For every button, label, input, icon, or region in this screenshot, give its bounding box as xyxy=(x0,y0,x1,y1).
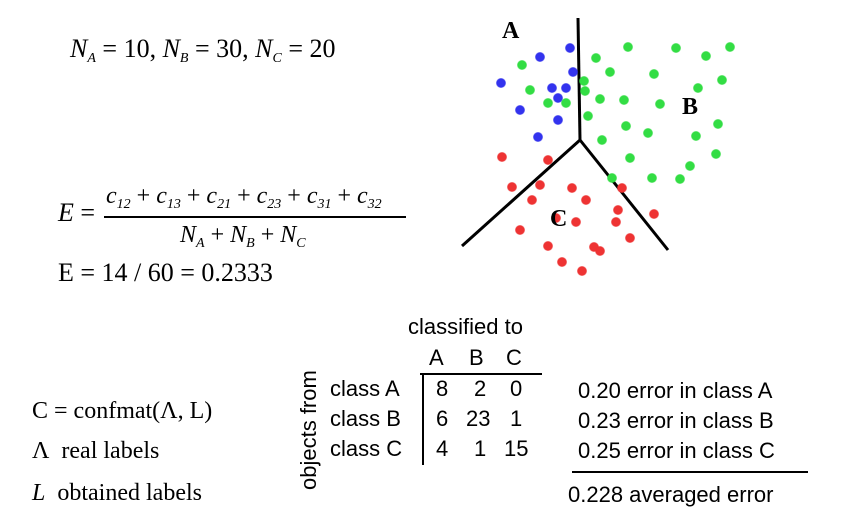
error-lhs: E = xyxy=(58,198,96,227)
boundary-ab xyxy=(576,17,582,141)
point-class-b xyxy=(647,173,657,183)
point-class-b xyxy=(625,153,635,163)
obtained-labels-definition: L obtained labels xyxy=(32,480,202,506)
point-class-b xyxy=(517,60,527,70)
cell-c-a: 4 xyxy=(436,436,449,461)
point-class-c xyxy=(649,209,659,219)
point-class-c xyxy=(507,182,517,192)
boundary-bc xyxy=(578,139,670,251)
region-label-a: A xyxy=(502,18,520,44)
point-class-b xyxy=(693,83,703,93)
row-label-class-c: class C xyxy=(330,436,403,461)
point-class-c xyxy=(567,183,577,193)
point-class-b xyxy=(643,128,653,138)
point-class-b xyxy=(691,131,701,141)
side-label: objects from xyxy=(296,370,321,490)
point-class-c xyxy=(611,217,621,227)
classified-to-header: classified to xyxy=(408,314,523,339)
point-class-b xyxy=(671,43,681,53)
point-class-b xyxy=(605,67,615,77)
point-class-a xyxy=(535,52,545,62)
region-label-c: C xyxy=(550,206,567,232)
cell-a-b: 2 xyxy=(474,376,487,401)
point-class-a xyxy=(553,93,563,103)
point-class-b xyxy=(725,42,735,52)
point-class-a xyxy=(553,115,563,125)
cell-a-c: 0 xyxy=(510,376,523,401)
error-class-c: 0.25 error in class C xyxy=(578,438,775,463)
point-class-b xyxy=(685,161,695,171)
error-numerator: c12 + c13 + c21 + c23 + c31 + c32 xyxy=(106,183,382,212)
point-class-c xyxy=(613,205,623,215)
row-label-class-a: class A xyxy=(330,376,400,401)
point-class-a xyxy=(533,132,543,142)
point-class-b xyxy=(595,94,605,104)
cell-b-b: 23 xyxy=(466,406,491,431)
point-class-b xyxy=(597,135,607,145)
cell-c-b: 1 xyxy=(474,436,487,461)
real-labels-definition: Λ real labels xyxy=(32,438,160,464)
point-class-c xyxy=(595,246,605,256)
averaged-error: 0.228 averaged error xyxy=(568,482,774,507)
row-label-rule xyxy=(422,373,424,465)
point-class-c xyxy=(543,241,553,251)
point-class-c xyxy=(543,155,553,165)
sum-rule xyxy=(572,471,808,473)
column-header-a: A xyxy=(429,345,444,370)
column-header-c: C xyxy=(506,345,522,370)
point-class-c xyxy=(535,180,545,190)
error-class-b: 0.23 error in class B xyxy=(578,408,774,433)
point-class-c xyxy=(551,213,561,223)
cell-b-a: 6 xyxy=(436,406,449,431)
point-class-b xyxy=(525,85,535,95)
point-class-b xyxy=(591,53,601,63)
point-class-b xyxy=(649,69,659,79)
cell-b-c: 1 xyxy=(510,406,523,431)
point-class-c xyxy=(571,217,581,227)
confmat-definition: C = confmat(Λ, L) xyxy=(32,398,213,424)
point-class-b xyxy=(675,174,685,184)
region-label-b: B xyxy=(682,94,698,120)
point-class-b xyxy=(543,98,553,108)
boundary-ac xyxy=(460,138,582,248)
point-class-b xyxy=(561,98,571,108)
point-class-a xyxy=(496,78,506,88)
counts-equation: NA = 10, NB = 30, NC = 20 xyxy=(70,34,336,66)
point-class-b xyxy=(580,86,590,96)
error-class-a: 0.20 error in class A xyxy=(578,378,773,403)
point-class-b xyxy=(717,75,727,85)
point-class-a xyxy=(568,67,578,77)
cell-c-c: 15 xyxy=(504,436,529,461)
point-class-b xyxy=(713,119,723,129)
point-class-a xyxy=(547,83,557,93)
point-class-c xyxy=(515,225,525,235)
point-class-b xyxy=(623,42,633,52)
point-class-c xyxy=(557,257,567,267)
point-class-c xyxy=(581,195,591,205)
point-class-a xyxy=(565,43,575,53)
point-class-b xyxy=(607,173,617,183)
column-header-b: B xyxy=(469,345,484,370)
point-class-b xyxy=(655,99,665,109)
point-class-b xyxy=(583,111,593,121)
row-label-class-b: class B xyxy=(330,406,401,431)
fraction-bar xyxy=(104,216,406,218)
point-class-c xyxy=(527,195,537,205)
error-denominator: NA + NB + NC xyxy=(180,222,306,251)
error-value: E = 14 / 60 = 0.2333 xyxy=(58,258,273,287)
point-class-b xyxy=(701,51,711,61)
point-class-c xyxy=(497,152,507,162)
point-class-b xyxy=(621,121,631,131)
point-class-a xyxy=(515,105,525,115)
point-class-c xyxy=(617,183,627,193)
point-class-b xyxy=(579,76,589,86)
header-rule xyxy=(420,373,542,375)
point-class-c xyxy=(577,266,587,276)
cell-a-a: 8 xyxy=(436,376,449,401)
point-class-b xyxy=(619,95,629,105)
point-class-c xyxy=(625,233,635,243)
point-class-b xyxy=(711,149,721,159)
point-class-a xyxy=(561,83,571,93)
